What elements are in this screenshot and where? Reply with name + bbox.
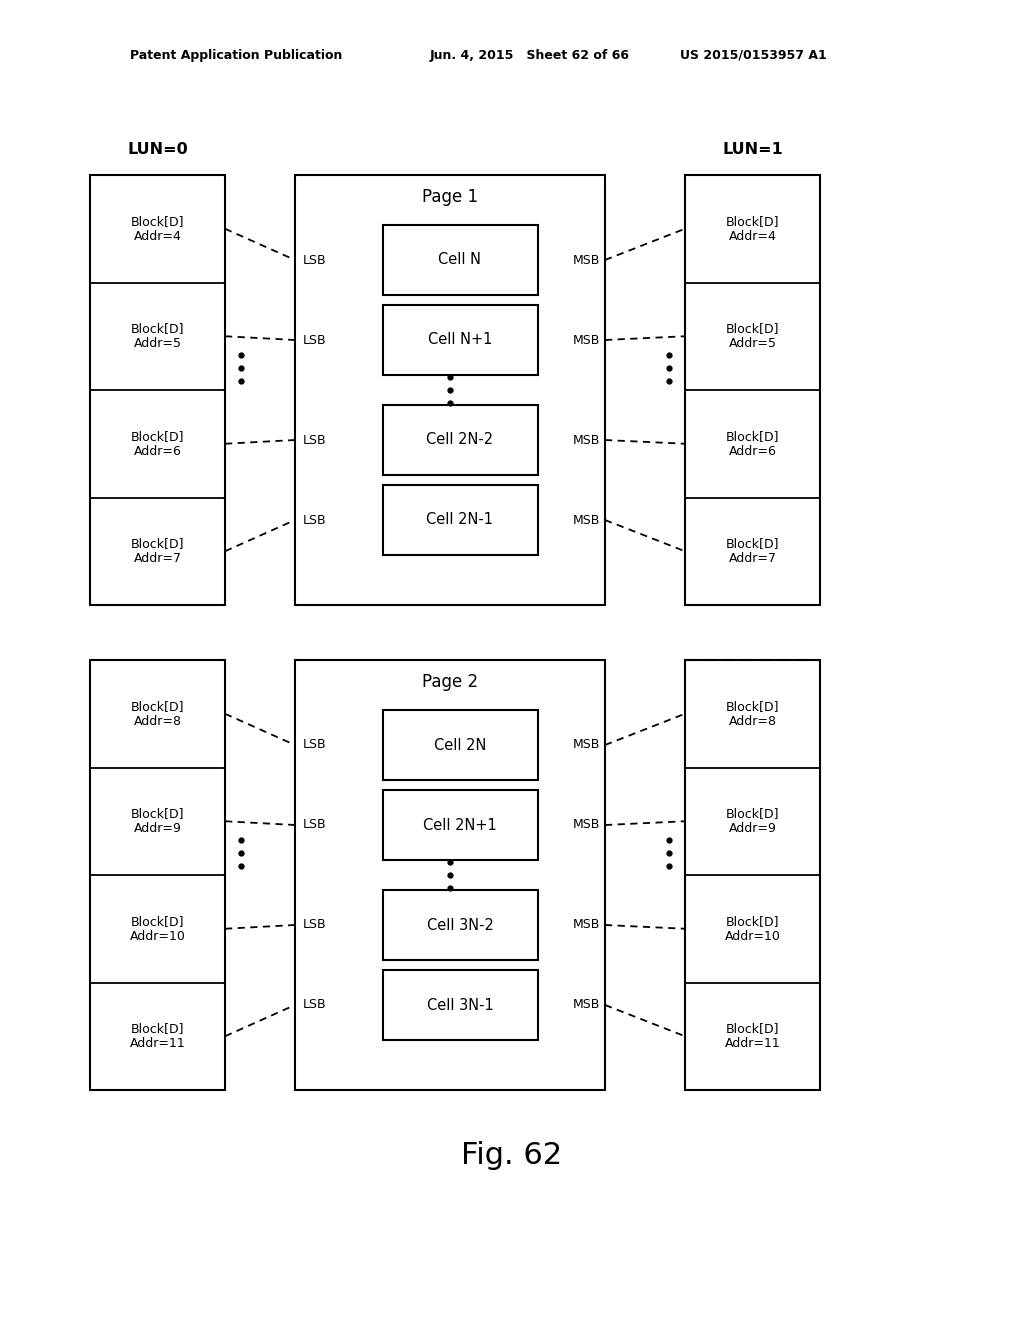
Text: LSB: LSB xyxy=(303,818,327,832)
Text: Block[D]
Addr=6: Block[D] Addr=6 xyxy=(726,430,779,458)
Text: LUN=1: LUN=1 xyxy=(722,143,783,157)
Text: MSB: MSB xyxy=(572,433,600,446)
Text: LSB: LSB xyxy=(303,919,327,932)
Text: Block[D]
Addr=6: Block[D] Addr=6 xyxy=(131,430,184,458)
Text: Cell 3N-1: Cell 3N-1 xyxy=(427,998,494,1012)
Text: MSB: MSB xyxy=(572,253,600,267)
Text: LSB: LSB xyxy=(303,253,327,267)
Bar xyxy=(383,224,538,294)
Text: LSB: LSB xyxy=(303,998,327,1011)
Text: MSB: MSB xyxy=(572,513,600,527)
Text: Cell 2N-2: Cell 2N-2 xyxy=(426,433,494,447)
Text: MSB: MSB xyxy=(572,919,600,932)
Bar xyxy=(295,660,605,1090)
Bar xyxy=(90,660,225,1090)
Text: Block[D]
Addr=5: Block[D] Addr=5 xyxy=(131,322,184,350)
Text: Page 1: Page 1 xyxy=(422,187,478,206)
Text: Fig. 62: Fig. 62 xyxy=(462,1140,562,1170)
Text: Block[D]
Addr=8: Block[D] Addr=8 xyxy=(726,700,779,727)
Text: Cell 2N: Cell 2N xyxy=(434,738,486,752)
Text: LSB: LSB xyxy=(303,334,327,346)
Text: Page 2: Page 2 xyxy=(422,673,478,690)
Bar xyxy=(383,890,538,960)
Bar xyxy=(383,789,538,861)
Text: Block[D]
Addr=10: Block[D] Addr=10 xyxy=(725,915,780,942)
Text: Patent Application Publication: Patent Application Publication xyxy=(130,49,342,62)
Text: Block[D]
Addr=10: Block[D] Addr=10 xyxy=(130,915,185,942)
Text: Block[D]
Addr=7: Block[D] Addr=7 xyxy=(131,537,184,565)
Text: Block[D]
Addr=8: Block[D] Addr=8 xyxy=(131,700,184,727)
Text: US 2015/0153957 A1: US 2015/0153957 A1 xyxy=(680,49,826,62)
Bar xyxy=(685,660,820,1090)
Bar xyxy=(295,176,605,605)
Bar xyxy=(383,405,538,475)
Text: MSB: MSB xyxy=(572,818,600,832)
Text: LUN=0: LUN=0 xyxy=(127,143,187,157)
Text: Cell N+1: Cell N+1 xyxy=(428,333,493,347)
Text: Cell 2N-1: Cell 2N-1 xyxy=(427,512,494,528)
Text: Block[D]
Addr=11: Block[D] Addr=11 xyxy=(725,1022,780,1051)
Text: Cell 2N+1: Cell 2N+1 xyxy=(423,817,497,833)
Text: Block[D]
Addr=9: Block[D] Addr=9 xyxy=(726,808,779,836)
Text: Jun. 4, 2015   Sheet 62 of 66: Jun. 4, 2015 Sheet 62 of 66 xyxy=(430,49,630,62)
Bar xyxy=(383,305,538,375)
Bar xyxy=(90,176,225,605)
Text: Block[D]
Addr=7: Block[D] Addr=7 xyxy=(726,537,779,565)
Bar xyxy=(685,176,820,605)
Text: MSB: MSB xyxy=(572,334,600,346)
Bar xyxy=(383,484,538,554)
Text: LSB: LSB xyxy=(303,738,327,751)
Bar xyxy=(383,970,538,1040)
Text: Cell 3N-2: Cell 3N-2 xyxy=(427,917,494,932)
Text: LSB: LSB xyxy=(303,433,327,446)
Text: Block[D]
Addr=4: Block[D] Addr=4 xyxy=(726,215,779,243)
Text: Block[D]
Addr=11: Block[D] Addr=11 xyxy=(130,1022,185,1051)
Text: MSB: MSB xyxy=(572,738,600,751)
Text: LSB: LSB xyxy=(303,513,327,527)
Text: MSB: MSB xyxy=(572,998,600,1011)
Bar xyxy=(383,710,538,780)
Text: Block[D]
Addr=4: Block[D] Addr=4 xyxy=(131,215,184,243)
Text: Block[D]
Addr=9: Block[D] Addr=9 xyxy=(131,808,184,836)
Text: Block[D]
Addr=5: Block[D] Addr=5 xyxy=(726,322,779,350)
Text: Cell N: Cell N xyxy=(438,252,481,268)
